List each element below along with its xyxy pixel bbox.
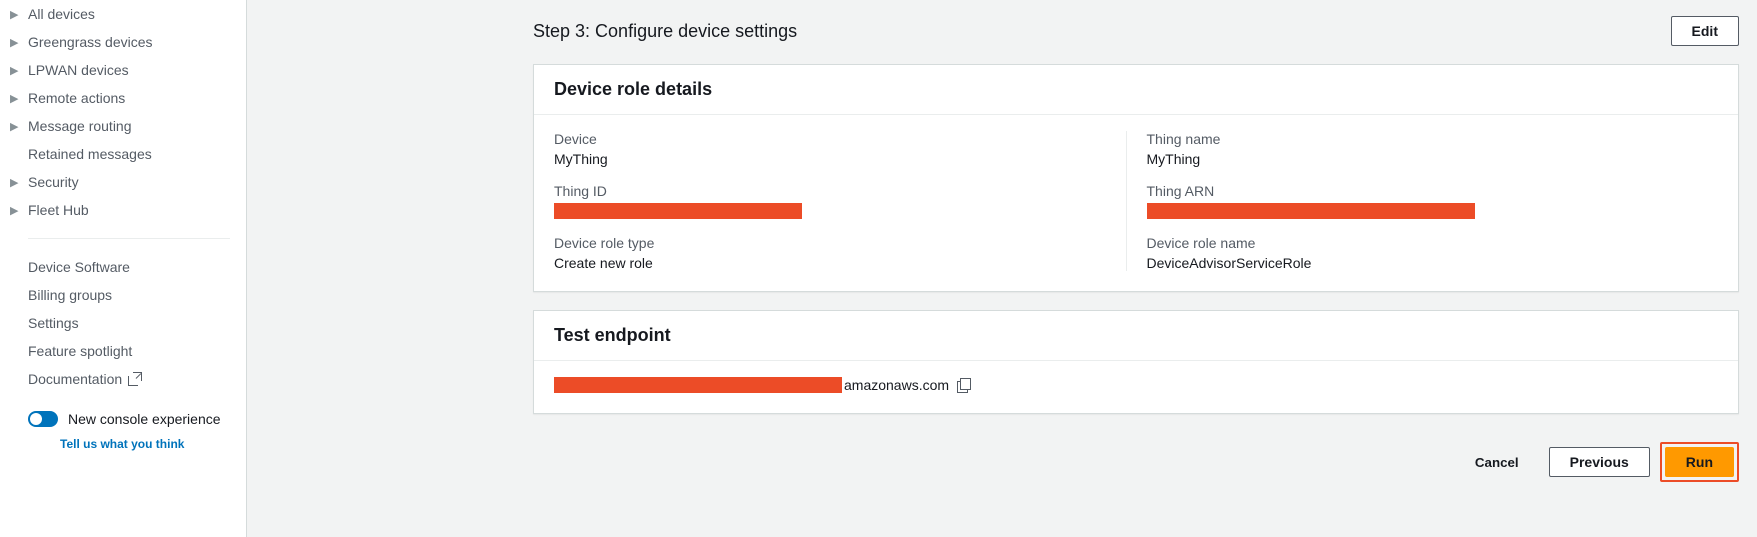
sidebar-item-label: Feature spotlight <box>28 343 132 359</box>
external-link-icon <box>128 372 142 386</box>
thing-name-value: MyThing <box>1147 151 1699 167</box>
sidebar-item-message-routing[interactable]: ▶Message routing <box>28 112 230 140</box>
edit-button[interactable]: Edit <box>1671 16 1739 46</box>
sidebar-item-label: LPWAN devices <box>28 62 129 78</box>
thing-id-label: Thing ID <box>554 183 1106 199</box>
chevron-right-icon: ▶ <box>10 120 24 133</box>
thing-id-redacted <box>554 203 802 219</box>
sidebar-item-label: All devices <box>28 6 95 22</box>
sidebar-item-fleet-hub[interactable]: ▶Fleet Hub <box>28 196 230 224</box>
step-title: Step 3: Configure device settings <box>533 21 797 42</box>
sidebar-item-label: Documentation <box>28 371 122 387</box>
new-console-toggle[interactable] <box>28 411 58 427</box>
sidebar-item-billing-groups[interactable]: Billing groups <box>28 281 230 309</box>
sidebar-item-label: Greengrass devices <box>28 34 153 50</box>
chevron-right-icon: ▶ <box>10 204 24 217</box>
sidebar-nav-primary: ▶All devices ▶Greengrass devices ▶LPWAN … <box>0 0 230 224</box>
chevron-right-icon: ▶ <box>10 36 24 49</box>
role-name-label: Device role name <box>1147 235 1699 251</box>
sidebar-nav-secondary: Device Software Billing groups Settings … <box>0 253 230 393</box>
feedback-link[interactable]: Tell us what you think <box>0 431 230 451</box>
sidebar-item-label: Fleet Hub <box>28 202 89 218</box>
cancel-button[interactable]: Cancel <box>1455 449 1539 476</box>
copy-icon[interactable] <box>957 378 971 392</box>
sidebar: ▶All devices ▶Greengrass devices ▶LPWAN … <box>0 0 247 537</box>
sidebar-item-label: Retained messages <box>28 146 152 162</box>
device-label: Device <box>554 131 1106 147</box>
thing-arn-redacted <box>1147 203 1475 219</box>
footer-actions: Cancel Previous Run <box>533 432 1739 482</box>
sidebar-item-retained-messages[interactable]: ▶Retained messages <box>28 140 230 168</box>
sidebar-item-documentation[interactable]: Documentation <box>28 365 230 393</box>
endpoint-redacted <box>554 377 842 393</box>
device-role-panel: Device role details Device MyThing Thing… <box>533 64 1739 292</box>
test-endpoint-panel: Test endpoint amazonaws.com <box>533 310 1739 414</box>
thing-arn-label: Thing ARN <box>1147 183 1699 199</box>
sidebar-item-feature-spotlight[interactable]: Feature spotlight <box>28 337 230 365</box>
endpoint-suffix: amazonaws.com <box>844 377 949 393</box>
run-highlight-box: Run <box>1660 442 1739 482</box>
main-content: Step 3: Configure device settings Edit D… <box>247 0 1757 537</box>
sidebar-item-all-devices[interactable]: ▶All devices <box>28 0 230 28</box>
sidebar-item-greengrass-devices[interactable]: ▶Greengrass devices <box>28 28 230 56</box>
sidebar-item-device-software[interactable]: Device Software <box>28 253 230 281</box>
sidebar-item-label: Security <box>28 174 79 190</box>
sidebar-item-remote-actions[interactable]: ▶Remote actions <box>28 84 230 112</box>
chevron-right-icon: ▶ <box>10 64 24 77</box>
sidebar-item-label: Settings <box>28 315 79 331</box>
sidebar-divider <box>28 238 230 239</box>
chevron-right-icon: ▶ <box>10 92 24 105</box>
sidebar-item-settings[interactable]: Settings <box>28 309 230 337</box>
run-button[interactable]: Run <box>1665 447 1734 477</box>
panel-title: Device role details <box>534 65 1738 115</box>
sidebar-item-label: Billing groups <box>28 287 112 303</box>
step-header: Step 3: Configure device settings Edit <box>533 0 1739 64</box>
chevron-right-icon: ▶ <box>10 176 24 189</box>
endpoint-row: amazonaws.com <box>554 377 1718 393</box>
previous-button[interactable]: Previous <box>1549 447 1650 477</box>
sidebar-item-label: Remote actions <box>28 90 125 106</box>
panel-title: Test endpoint <box>534 311 1738 361</box>
role-type-value: Create new role <box>554 255 1106 271</box>
sidebar-item-lpwan-devices[interactable]: ▶LPWAN devices <box>28 56 230 84</box>
sidebar-item-label: Device Software <box>28 259 130 275</box>
new-console-toggle-row: New console experience <box>0 393 230 431</box>
role-type-label: Device role type <box>554 235 1106 251</box>
chevron-right-icon: ▶ <box>10 8 24 21</box>
sidebar-item-label: Message routing <box>28 118 132 134</box>
device-value: MyThing <box>554 151 1106 167</box>
role-name-value: DeviceAdvisorServiceRole <box>1147 255 1699 271</box>
sidebar-item-security[interactable]: ▶Security <box>28 168 230 196</box>
toggle-label: New console experience <box>68 411 221 427</box>
thing-name-label: Thing name <box>1147 131 1699 147</box>
